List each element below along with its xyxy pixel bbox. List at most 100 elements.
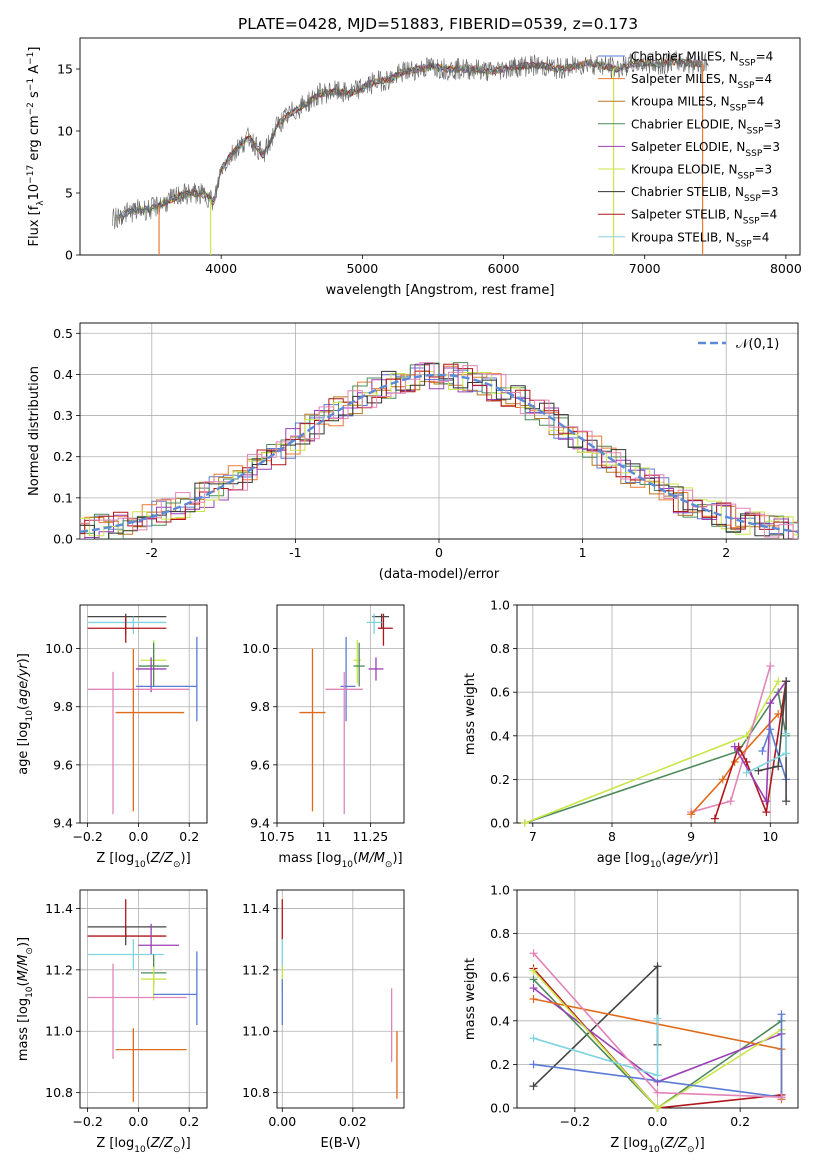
x-tick-label: 2 <box>722 545 730 560</box>
legend-entry: Kroupa ELODIE, NSSP=3 <box>631 163 772 182</box>
y-tick-label: 0.6 <box>490 685 510 700</box>
mass-weight-line <box>690 713 779 815</box>
y-tick-label: 0.0 <box>53 532 73 547</box>
y-tick-label: 11.0 <box>242 1024 270 1039</box>
x-tick-label: 9 <box>687 829 695 844</box>
y-tick-label: 10 <box>57 124 73 139</box>
y-tick-label: 0.0 <box>490 816 510 831</box>
x-tick-label: 0.00 <box>268 1114 296 1129</box>
y-tick-label: 9.8 <box>250 699 270 714</box>
age_vs_Z-panel: −0.2 0.0 0.2 9.4 9.6 9.8 10.0 Z [log10(Z/Z⊙)] ag… <box>16 604 208 870</box>
model-spectrum-line <box>115 57 704 221</box>
mass-weight-line <box>524 690 787 824</box>
x-tick-label: 5000 <box>346 261 378 276</box>
y-tick-label: 9.6 <box>250 757 270 772</box>
y-axis-label: mass [log10(M/M⊙)] <box>16 937 35 1061</box>
x-axis-label: (data-model)/error <box>379 567 500 582</box>
mass_vs_Z-panel: −0.2 0.0 0.2 10.8 11.0 11.2 11.4 Z [log10(Z/Z⊙)… <box>16 889 208 1155</box>
x-tick-label: 0.0 <box>128 1114 148 1129</box>
y-tick-label: 10.0 <box>242 641 270 656</box>
y-tick-label: 11.0 <box>45 1024 73 1039</box>
y-axis-label: Normed distribution <box>27 366 42 496</box>
histogram-series <box>80 363 798 539</box>
mass-weight-line <box>714 681 787 819</box>
model-spectrum-line <box>115 58 704 220</box>
x-tick-label: 4000 <box>205 261 237 276</box>
y-tick-label: 11.2 <box>242 962 270 977</box>
x-tick-label: 10 <box>762 829 778 844</box>
x-tick-label: −0.2 <box>72 829 102 844</box>
legend-entry: Chabrier ELODIE, NSSP=3 <box>631 117 781 136</box>
x-tick-label: 8 <box>608 829 616 844</box>
axes-frame <box>276 889 405 1109</box>
mass-weight-line <box>734 680 787 804</box>
y-tick-label: 0.2 <box>490 1057 510 1072</box>
axes-frame <box>516 604 799 824</box>
y-tick-label: 0.2 <box>490 772 510 787</box>
y-tick-label: 0.8 <box>490 926 510 941</box>
histogram-series <box>80 363 798 535</box>
model-spectrum-line <box>115 58 704 220</box>
y-tick-label: 10.8 <box>45 1085 73 1100</box>
residual-histogram-panel: -2 -1 0 1 2 0.0 0.1 0.2 0.3 0.4 0.5 (data-model)/er… <box>27 322 799 582</box>
legend-entry: 𝒩(0,1) <box>736 337 779 352</box>
x-tick-label: −0.2 <box>560 1114 590 1129</box>
x-tick-label: 11.25 <box>352 829 388 844</box>
y-tick-label: 0.1 <box>53 490 73 505</box>
model-spectrum-line <box>115 58 704 220</box>
x-axis-label: age [log10(age/yr)] <box>597 851 719 870</box>
x-tick-label: 0.02 <box>339 1114 367 1129</box>
y-axis-label: mass weight <box>463 673 478 755</box>
x-tick-label: -2 <box>146 545 158 560</box>
x-tick-label: -1 <box>289 545 301 560</box>
x-tick-label: −0.2 <box>72 1114 102 1129</box>
legend-entry: Chabrier MILES, NSSP=4 <box>631 50 773 69</box>
y-tick-label: 1.0 <box>490 598 510 613</box>
legend-entry: Salpeter ELODIE, NSSP=3 <box>631 140 780 159</box>
model-spectrum-line <box>158 57 704 207</box>
normal-curve <box>80 373 798 533</box>
x-tick-label: 0.2 <box>179 1114 199 1129</box>
legend-entry: Salpeter STELIB, NSSP=4 <box>631 208 777 227</box>
y-tick-label: 11.2 <box>45 962 73 977</box>
age_vs_mass-panel: 10.75 11 11.25 9.4 9.6 9.8 10.0 mass [log10(M/M… <box>242 604 405 870</box>
y-axis-label: Flux [fλ10−17 erg cm−2 s−1 A−1] <box>26 47 46 247</box>
x-tick-label: 0.2 <box>730 1114 750 1129</box>
x-tick-label: 7 <box>529 829 537 844</box>
x-axis-label: Z [log10(Z/Z⊙)] <box>610 1136 704 1155</box>
model-spectrum-line <box>114 56 704 221</box>
x-axis-label: Z [log10(Z/Z⊙)] <box>96 851 190 870</box>
x-tick-label: 1 <box>579 545 587 560</box>
x-axis-label: mass [log10(M/M⊙)] <box>278 851 402 870</box>
x-axis-label: E(B-V) <box>320 1136 360 1151</box>
x-axis-label: wavelength [Angstrom, rest frame] <box>326 283 555 298</box>
mass-weight-line <box>524 680 779 824</box>
axes-frame <box>79 604 208 824</box>
y-tick-label: 9.4 <box>250 816 270 831</box>
axes-frame <box>79 37 801 256</box>
y-tick-label: 0.4 <box>53 367 73 382</box>
y-tick-label: 0.4 <box>490 728 510 743</box>
y-tick-label: 9.6 <box>53 757 73 772</box>
legend-entry: Chabrier STELIB, NSSP=3 <box>631 185 779 204</box>
y-tick-label: 0.2 <box>53 449 73 464</box>
y-tick-label: 0.4 <box>490 1013 510 1028</box>
y-tick-label: 9.8 <box>53 699 73 714</box>
y-tick-label: 0.8 <box>490 641 510 656</box>
y-tick-label: 0.3 <box>53 408 73 423</box>
axes-frame <box>79 889 208 1109</box>
legend-entry: Salpeter MILES, NSSP=4 <box>631 72 772 91</box>
histogram-series <box>80 371 798 537</box>
x-tick-label: 7000 <box>629 261 661 276</box>
histogram-series <box>80 362 798 539</box>
y-tick-label: 1.0 <box>490 883 510 898</box>
x-tick-label: 11 <box>316 829 332 844</box>
y-tick-label: 11.4 <box>45 901 73 916</box>
y-tick-label: 10.8 <box>242 1085 270 1100</box>
x-tick-label: 10.75 <box>259 829 295 844</box>
y-tick-label: 10.0 <box>45 641 73 656</box>
y-tick-label: 11.4 <box>242 901 270 916</box>
x-tick-label: 0.2 <box>179 829 199 844</box>
observed-spectrum-line <box>112 50 709 230</box>
